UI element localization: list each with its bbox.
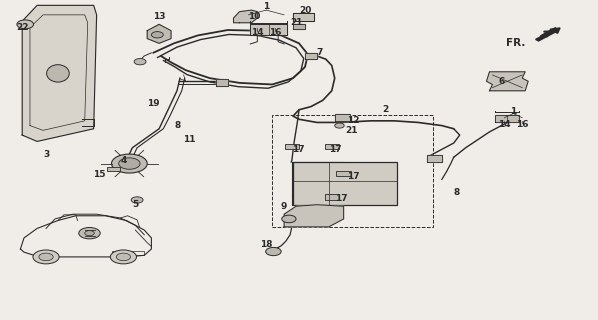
Polygon shape	[293, 13, 314, 21]
Circle shape	[39, 253, 53, 261]
Text: 16: 16	[269, 28, 282, 37]
Text: 21: 21	[290, 18, 302, 27]
Bar	[337, 171, 351, 176]
Text: 17: 17	[335, 194, 347, 203]
Circle shape	[266, 247, 281, 256]
Text: 20: 20	[299, 6, 311, 15]
Text: 17: 17	[347, 172, 359, 181]
Text: 11: 11	[183, 135, 196, 144]
Circle shape	[33, 250, 59, 264]
Text: 4: 4	[120, 156, 127, 165]
Text: 14: 14	[251, 28, 264, 37]
Polygon shape	[427, 155, 442, 162]
Bar	[285, 144, 299, 149]
Ellipse shape	[47, 65, 69, 82]
Text: 17: 17	[292, 145, 304, 154]
Text: 14: 14	[498, 119, 511, 129]
Text: FR.: FR.	[506, 38, 525, 48]
Circle shape	[110, 250, 136, 264]
Text: 1: 1	[510, 107, 517, 116]
Text: 2: 2	[382, 105, 389, 114]
Bar	[325, 194, 339, 200]
Text: 16: 16	[516, 119, 529, 129]
Bar	[293, 162, 397, 205]
Circle shape	[85, 231, 94, 236]
Polygon shape	[250, 24, 287, 36]
Text: 12: 12	[347, 116, 359, 125]
Text: 21: 21	[345, 126, 358, 135]
Bar	[107, 167, 120, 172]
Text: 22: 22	[16, 23, 29, 32]
Circle shape	[282, 215, 296, 223]
Polygon shape	[305, 53, 317, 59]
Text: 6: 6	[498, 77, 505, 86]
Bar	[325, 144, 339, 149]
Text: 8: 8	[454, 188, 460, 196]
Polygon shape	[495, 115, 519, 123]
Text: 9: 9	[280, 202, 287, 211]
Polygon shape	[147, 24, 171, 43]
Polygon shape	[216, 79, 228, 86]
Polygon shape	[22, 5, 97, 141]
Circle shape	[116, 253, 130, 261]
Circle shape	[131, 197, 143, 203]
Text: 5: 5	[132, 200, 139, 209]
Text: 15: 15	[93, 170, 106, 179]
FancyArrow shape	[536, 28, 560, 41]
Circle shape	[111, 154, 147, 173]
Polygon shape	[234, 10, 257, 23]
Text: 10: 10	[248, 12, 261, 21]
Text: 8: 8	[174, 121, 180, 130]
Text: 7: 7	[317, 48, 324, 57]
Text: 1: 1	[263, 3, 269, 12]
Text: 18: 18	[260, 240, 272, 249]
Polygon shape	[487, 72, 528, 91]
Text: 19: 19	[147, 99, 160, 108]
Circle shape	[118, 158, 140, 169]
Circle shape	[134, 59, 146, 65]
Text: 17: 17	[329, 145, 341, 154]
Circle shape	[17, 20, 33, 29]
Circle shape	[151, 32, 163, 38]
Circle shape	[335, 123, 344, 128]
Polygon shape	[335, 114, 350, 121]
Polygon shape	[284, 205, 344, 227]
Circle shape	[79, 228, 100, 239]
Bar	[111, 251, 144, 255]
Polygon shape	[293, 24, 305, 29]
Text: 3: 3	[43, 149, 49, 159]
Bar	[272, 115, 433, 227]
Text: 13: 13	[153, 12, 166, 21]
